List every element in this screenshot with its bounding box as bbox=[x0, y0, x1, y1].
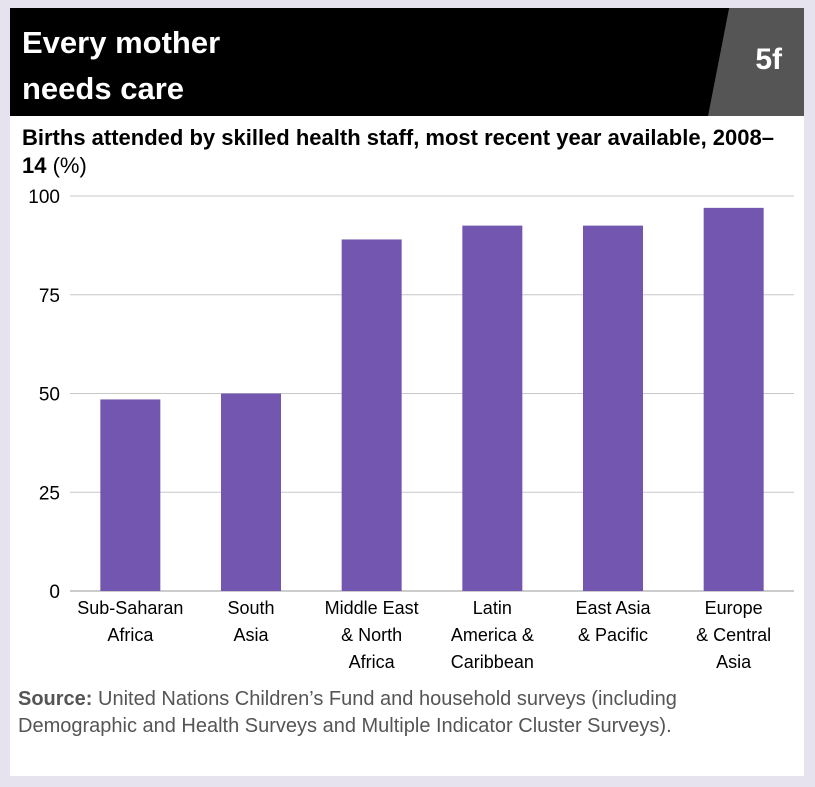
x-category-label: Middle East & North Africa bbox=[325, 598, 419, 672]
y-tick-label: 25 bbox=[39, 483, 60, 504]
bar-5 bbox=[703, 207, 764, 591]
x-category-label: Latin America & Caribbean bbox=[451, 598, 534, 672]
y-tick-label: 100 bbox=[28, 187, 60, 208]
bar-1 bbox=[221, 393, 281, 591]
figure-title-line2: needs care bbox=[22, 71, 184, 106]
header-bar: Every mother needs care 5f bbox=[10, 8, 804, 116]
bar-4 bbox=[583, 225, 643, 591]
bar-2 bbox=[341, 239, 402, 591]
x-category-label: East Asia & Pacific bbox=[575, 598, 651, 645]
source-label: Source: bbox=[18, 688, 93, 710]
bar-chart: 0 25 50 75 100 Sub-Saharan Africa South Asia Midd… bbox=[28, 187, 794, 672]
y-tick-label: 75 bbox=[39, 286, 60, 307]
y-tick-label: 0 bbox=[49, 582, 60, 603]
chart-title-main: Births attended by skilled health staff,… bbox=[22, 125, 774, 178]
figure-title: Every mother needs care bbox=[22, 20, 322, 112]
figure-title-line1: Every mother bbox=[22, 25, 221, 60]
chart-title-unit: (%) bbox=[52, 153, 87, 178]
chart-title: Births attended by skilled health staff,… bbox=[22, 124, 792, 180]
x-category-label: South Asia bbox=[227, 598, 274, 645]
x-category-label: Sub-Saharan Africa bbox=[77, 598, 183, 645]
x-category-label: Europe & Central Asia bbox=[696, 598, 771, 672]
source-text: United Nations Children’s Fund and house… bbox=[18, 688, 677, 737]
bar-3 bbox=[462, 225, 523, 591]
figure-panel: Every mother needs care 5f Births attend… bbox=[10, 8, 804, 776]
figure-number: 5f bbox=[755, 43, 782, 76]
source-note: Source: United Nations Children’s Fund a… bbox=[18, 686, 788, 740]
y-tick-label: 50 bbox=[39, 385, 60, 406]
bar-0 bbox=[100, 399, 161, 591]
